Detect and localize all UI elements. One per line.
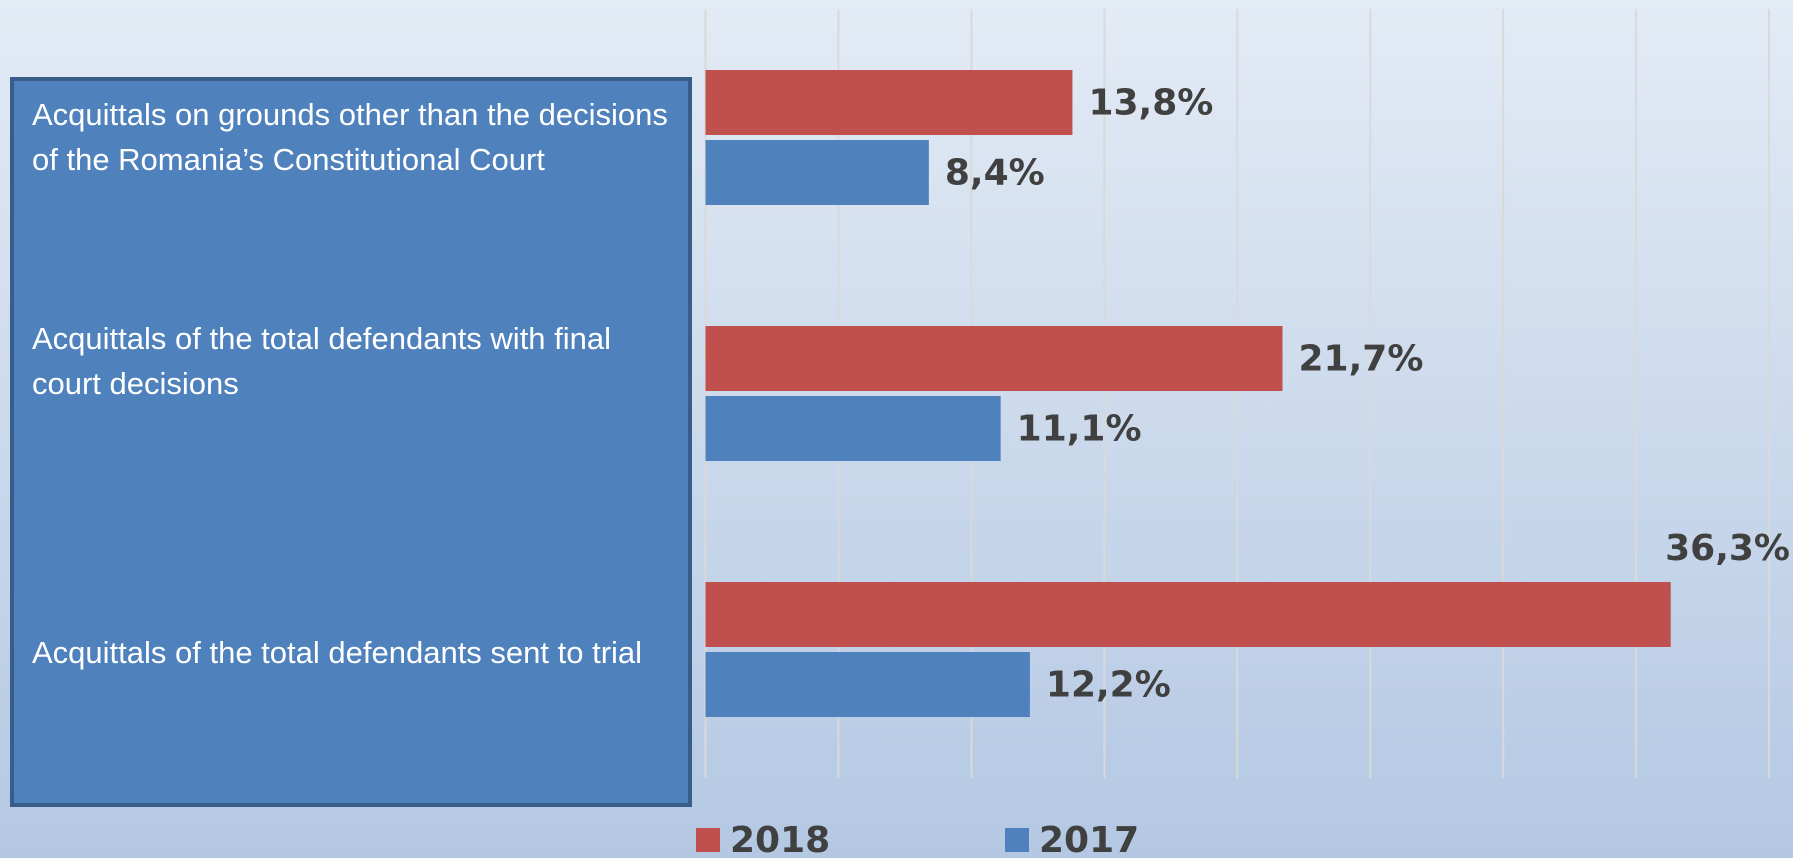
- bar: [705, 70, 1073, 135]
- category-label-box: Acquittals of the total defendants with …: [32, 321, 612, 401]
- data-label: 36,3%: [1665, 528, 1790, 569]
- label-box: [10, 77, 692, 807]
- legend-label: 2017: [1039, 820, 1139, 858]
- category-label: Acquittals of the total defendants with …: [32, 321, 612, 401]
- category-label-box: Acquittals of the total defendants sent …: [32, 635, 643, 670]
- bar: [705, 582, 1671, 647]
- legend-swatch: [1005, 828, 1029, 852]
- legend-label: 2018: [730, 820, 830, 858]
- category-label: Acquittals of the total defendants sent …: [32, 635, 643, 670]
- data-label: 11,1%: [1017, 409, 1142, 450]
- category-label: Acquittals on grounds other than the dec…: [32, 97, 668, 177]
- bar: [705, 652, 1030, 717]
- bar: [705, 326, 1283, 391]
- bar: [705, 140, 929, 205]
- data-label: 8,4%: [945, 153, 1045, 194]
- legend-swatch: [696, 828, 720, 852]
- data-label: 13,8%: [1088, 83, 1213, 124]
- data-label: 21,7%: [1299, 339, 1424, 380]
- data-label: 12,2%: [1046, 665, 1171, 706]
- category-label-box: Acquittals on grounds other than the dec…: [32, 97, 668, 177]
- bar: [705, 396, 1001, 461]
